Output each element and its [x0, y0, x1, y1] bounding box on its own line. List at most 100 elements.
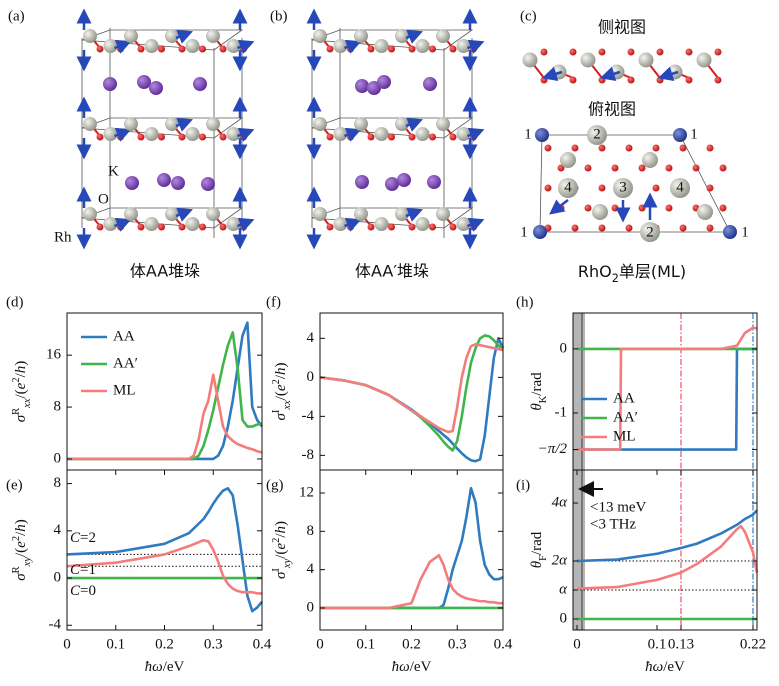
cell-edge [311, 117, 474, 139]
text-part: ) [13, 519, 29, 524]
atom [456, 127, 471, 141]
atom [326, 45, 334, 53]
atom [436, 117, 450, 131]
atom [83, 207, 97, 221]
atom [714, 76, 722, 84]
atom [665, 164, 673, 172]
atom [535, 128, 549, 142]
atom [719, 204, 727, 212]
legend-label: AA′ [613, 409, 638, 425]
spin-arrow [237, 217, 255, 232]
atom [219, 133, 227, 141]
spin-arrow [467, 217, 485, 232]
x-tick-label: 0.22 [740, 636, 766, 652]
spin-arrow [175, 117, 193, 132]
atom-label: O [98, 191, 109, 207]
text-part: e [13, 541, 29, 548]
data-line [319, 337, 505, 463]
atom [144, 39, 159, 53]
atom [436, 207, 450, 221]
atom [692, 164, 700, 172]
atom [611, 164, 619, 172]
y-tick-label: 0 [54, 450, 62, 466]
atom [540, 76, 548, 84]
y-tick-label: −π/2 [538, 441, 568, 457]
caption: RhO2单层(ML) [578, 262, 686, 285]
spin-arrow [344, 127, 362, 142]
atom [206, 207, 220, 221]
site-label: 3 [619, 179, 627, 195]
atom [185, 39, 200, 53]
spin-arrow [344, 217, 362, 232]
annotation: C=0 [70, 583, 96, 599]
atom [587, 125, 607, 145]
x-tick-label: 0.2 [402, 636, 421, 652]
panel-label: (a) [8, 8, 25, 24]
atom [598, 76, 606, 84]
data-line [576, 524, 759, 590]
atom [395, 117, 409, 131]
text-part: ) [273, 363, 289, 368]
atom [557, 164, 565, 172]
x-tick-label: 0.4 [253, 636, 272, 652]
atom [408, 133, 416, 141]
panel-label: (f) [266, 294, 281, 310]
atom [158, 45, 165, 53]
atom [377, 75, 391, 89]
atom [706, 184, 714, 192]
y-axis-label: θK/rad [529, 372, 548, 411]
text-part: R [11, 408, 22, 415]
text-part: RhO [578, 262, 612, 281]
y-tick-label: 0 [560, 610, 568, 626]
atom [522, 52, 538, 68]
atom [367, 133, 375, 141]
data-line [320, 553, 503, 610]
site-label: 4 [564, 179, 572, 195]
text-part: σ [13, 573, 29, 581]
atom [355, 175, 369, 189]
x-axis-label: ħω/eV [392, 659, 432, 675]
site-label: 1 [524, 126, 532, 142]
text-part: =0 [80, 583, 96, 599]
atom [124, 207, 138, 221]
y-tick-label: 4 [54, 522, 62, 538]
atom [584, 204, 592, 212]
atom [103, 127, 118, 141]
shaded-region [573, 313, 585, 470]
text-part: e [273, 543, 289, 550]
text-part: σ [273, 413, 289, 421]
text-part: σ [273, 571, 289, 579]
text-part: F [538, 555, 549, 561]
text-part: /( [13, 548, 29, 557]
site-label: 1 [690, 126, 698, 142]
atom [571, 144, 579, 152]
atom [429, 45, 436, 53]
spin-arrow [237, 127, 255, 142]
atom [354, 29, 368, 43]
text-part: /( [273, 550, 289, 559]
y-axis-label: σRxy/(e2/h) [11, 519, 33, 581]
atom [388, 223, 395, 231]
x-tick-label: 0 [316, 636, 324, 652]
atom [670, 178, 690, 198]
atom [638, 52, 654, 68]
spin-arrow [175, 207, 193, 222]
text-part: /eV [663, 659, 685, 675]
y-tick-label: 4α [552, 494, 569, 510]
atom [642, 152, 658, 168]
atom [137, 75, 151, 89]
text-part: /eV [163, 659, 185, 675]
atom [165, 29, 179, 43]
panel-label: (d) [6, 294, 24, 310]
atom [193, 77, 207, 91]
text-part: h [273, 368, 289, 376]
atom [144, 127, 159, 141]
panel-label: (c) [520, 8, 537, 24]
data-line [320, 486, 504, 610]
atom [354, 117, 368, 131]
y-tick-label: 8 [307, 523, 315, 539]
cell-edge [81, 207, 244, 229]
site-label: 4 [676, 179, 684, 195]
text-part: ħω [392, 659, 410, 675]
atom [149, 81, 163, 95]
